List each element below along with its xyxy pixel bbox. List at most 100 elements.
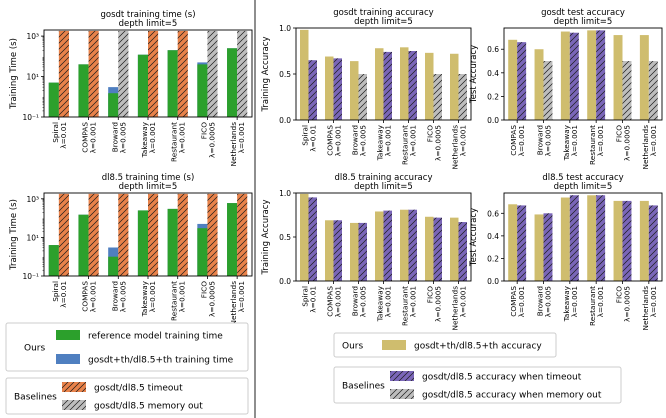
legend-group-label: Baselines: [342, 382, 385, 392]
bar-baseline-hatch: [648, 205, 658, 281]
bar-baseline-hatch: [569, 195, 579, 281]
x-tick-label: Spiral: [51, 122, 60, 143]
x-tick-label-group: COMPAS λ=0.001: [326, 125, 343, 157]
x-tick-label: λ=0.01: [309, 125, 318, 152]
chart-subtitle: depth limit=5: [354, 182, 413, 192]
bar-reference: [78, 64, 89, 117]
x-tick-label: Broward: [536, 286, 545, 316]
x-tick-label-group: Netherlands λ=0.001: [451, 286, 468, 331]
x-tick-label: λ=0.005: [544, 125, 553, 156]
bar-reference: [137, 54, 148, 117]
x-tick-label: Spiral: [301, 286, 310, 307]
x-tick-label-group: Netherlands λ=0.001: [641, 125, 658, 170]
y-axis-label: Training Time (s): [9, 38, 19, 110]
y-tick-label: 10³: [26, 195, 39, 204]
x-tick-label: λ=0.001: [596, 125, 605, 156]
bar-ours: [350, 222, 359, 281]
chart-title: gosdt training accuracy: [333, 8, 433, 18]
x-tick-label: Netherlands: [451, 286, 460, 331]
x-tick-label: λ=0.0005: [434, 125, 443, 161]
x-tick-label-group: FICO λ=0.0005: [426, 125, 443, 161]
y-axis-label: Training Accuracy: [261, 199, 271, 275]
x-tick-label-group: Takeaway λ=0.001: [562, 124, 579, 161]
y-tick-label: 10¹: [26, 233, 39, 242]
chart-title: dl8.5 training accuracy: [335, 173, 433, 183]
legend-time_ours: Ours reference model training time gosdt+t…: [5, 322, 249, 372]
bar-ours: [560, 31, 570, 121]
bar-baseline-hatch: [148, 193, 159, 276]
x-tick-label: FICO: [199, 281, 208, 298]
x-tick-label: λ=0.001: [409, 125, 418, 156]
x-tick-label: λ=0.005: [359, 286, 368, 317]
bar-baseline-hatch: [543, 61, 553, 120]
x-tick-label: λ=0.0005: [207, 122, 216, 158]
y-tick-label: 10¹: [26, 73, 39, 82]
x-tick-label: FICO: [199, 122, 208, 139]
bar-ours: [425, 216, 434, 281]
bar-baseline-hatch: [433, 217, 442, 281]
x-tick-label-group: Netherlands λ=0.001: [229, 122, 246, 167]
x-tick-label: λ=0.001: [237, 281, 246, 312]
legend-frame: [333, 332, 557, 358]
y-tick-label: 0.5: [279, 70, 291, 79]
x-tick-label: λ=0.001: [384, 125, 393, 156]
x-tick-label: λ=0.01: [309, 286, 318, 313]
plot-frame: [503, 27, 663, 121]
legends-layer: Ours reference model training time gosdt+t…: [5, 322, 622, 415]
legend-group-label: Ours: [24, 344, 45, 354]
bar-baseline-hatch: [333, 58, 342, 120]
x-tick-label: λ=0.001: [89, 122, 98, 153]
x-tick-label: λ=0.005: [118, 281, 127, 312]
bar-baseline-hatch: [569, 32, 579, 120]
bar-reference: [108, 256, 119, 276]
y-axis-label: Test Accuracy: [469, 45, 479, 104]
chart-gosdt_time: gosdt training time (s)depth limit=5 Trai…: [9, 10, 253, 167]
bar-baseline-hatch: [118, 30, 129, 118]
x-tick-label: FICO: [426, 286, 435, 303]
x-tick-label-group: Spiral λ=0.01: [51, 281, 68, 308]
chart-dl85_time: dl8.5 training time (s)depth limit=5 Trai…: [9, 173, 253, 326]
x-tick-label: λ=0.001: [334, 125, 343, 156]
x-tick-label: Broward: [110, 281, 119, 311]
legend-item-label: gosdt/dl8.5 accuracy when memory out: [422, 391, 602, 401]
bar-baseline-hatch: [177, 30, 188, 118]
bar-baseline-hatch: [237, 30, 248, 118]
x-tick-label: Restaurant: [170, 122, 179, 162]
bar-baseline-hatch: [358, 222, 367, 281]
x-tick-label: Broward: [536, 125, 545, 155]
x-tick-label-group: FICO λ=0.0005: [199, 122, 216, 158]
chart-subtitle: depth limit=5: [119, 182, 178, 192]
x-tick-label: λ=0.001: [459, 286, 468, 317]
x-tick-label: λ=0.005: [544, 286, 553, 317]
bar-baseline-hatch: [622, 200, 632, 281]
x-tick-label-group: Spiral λ=0.01: [301, 286, 318, 313]
x-tick-label: λ=0.001: [459, 125, 468, 156]
x-tick-label: FICO: [615, 125, 624, 142]
x-tick-label: λ=0.001: [178, 122, 187, 153]
bar-ours: [350, 61, 359, 120]
bar-ours: [425, 52, 434, 121]
bar-baseline-hatch: [543, 213, 553, 281]
x-tick-label-group: Restaurant λ=0.001: [401, 125, 418, 165]
x-tick-label: λ=0.001: [517, 286, 526, 317]
y-tick-label: 0.4: [487, 232, 499, 241]
x-tick-label: Restaurant: [588, 125, 597, 165]
x-tick-label-group: COMPAS λ=0.001: [326, 286, 343, 318]
bar-baseline-hatch: [408, 209, 417, 281]
bar-baseline-hatch: [458, 222, 467, 281]
legend-item-label: gosdt/dl8.5 memory out: [94, 402, 203, 412]
bar-ours: [450, 53, 459, 121]
x-tick-label: Netherlands: [229, 281, 238, 326]
plot-frame: [43, 29, 253, 118]
x-tick-label: Restaurant: [588, 286, 597, 326]
bar-ours: [534, 49, 544, 120]
legend-item-label: gosdt+th/dl8.5+th training time: [88, 356, 234, 366]
bar-reference: [227, 48, 238, 118]
bar-baseline-hatch: [596, 30, 606, 120]
y-tick-label: 1.0: [279, 189, 291, 198]
x-tick-label: λ=0.001: [517, 125, 526, 156]
chart-title: gosdt test accuracy: [541, 8, 625, 18]
x-tick-label: λ=0.005: [118, 122, 127, 153]
